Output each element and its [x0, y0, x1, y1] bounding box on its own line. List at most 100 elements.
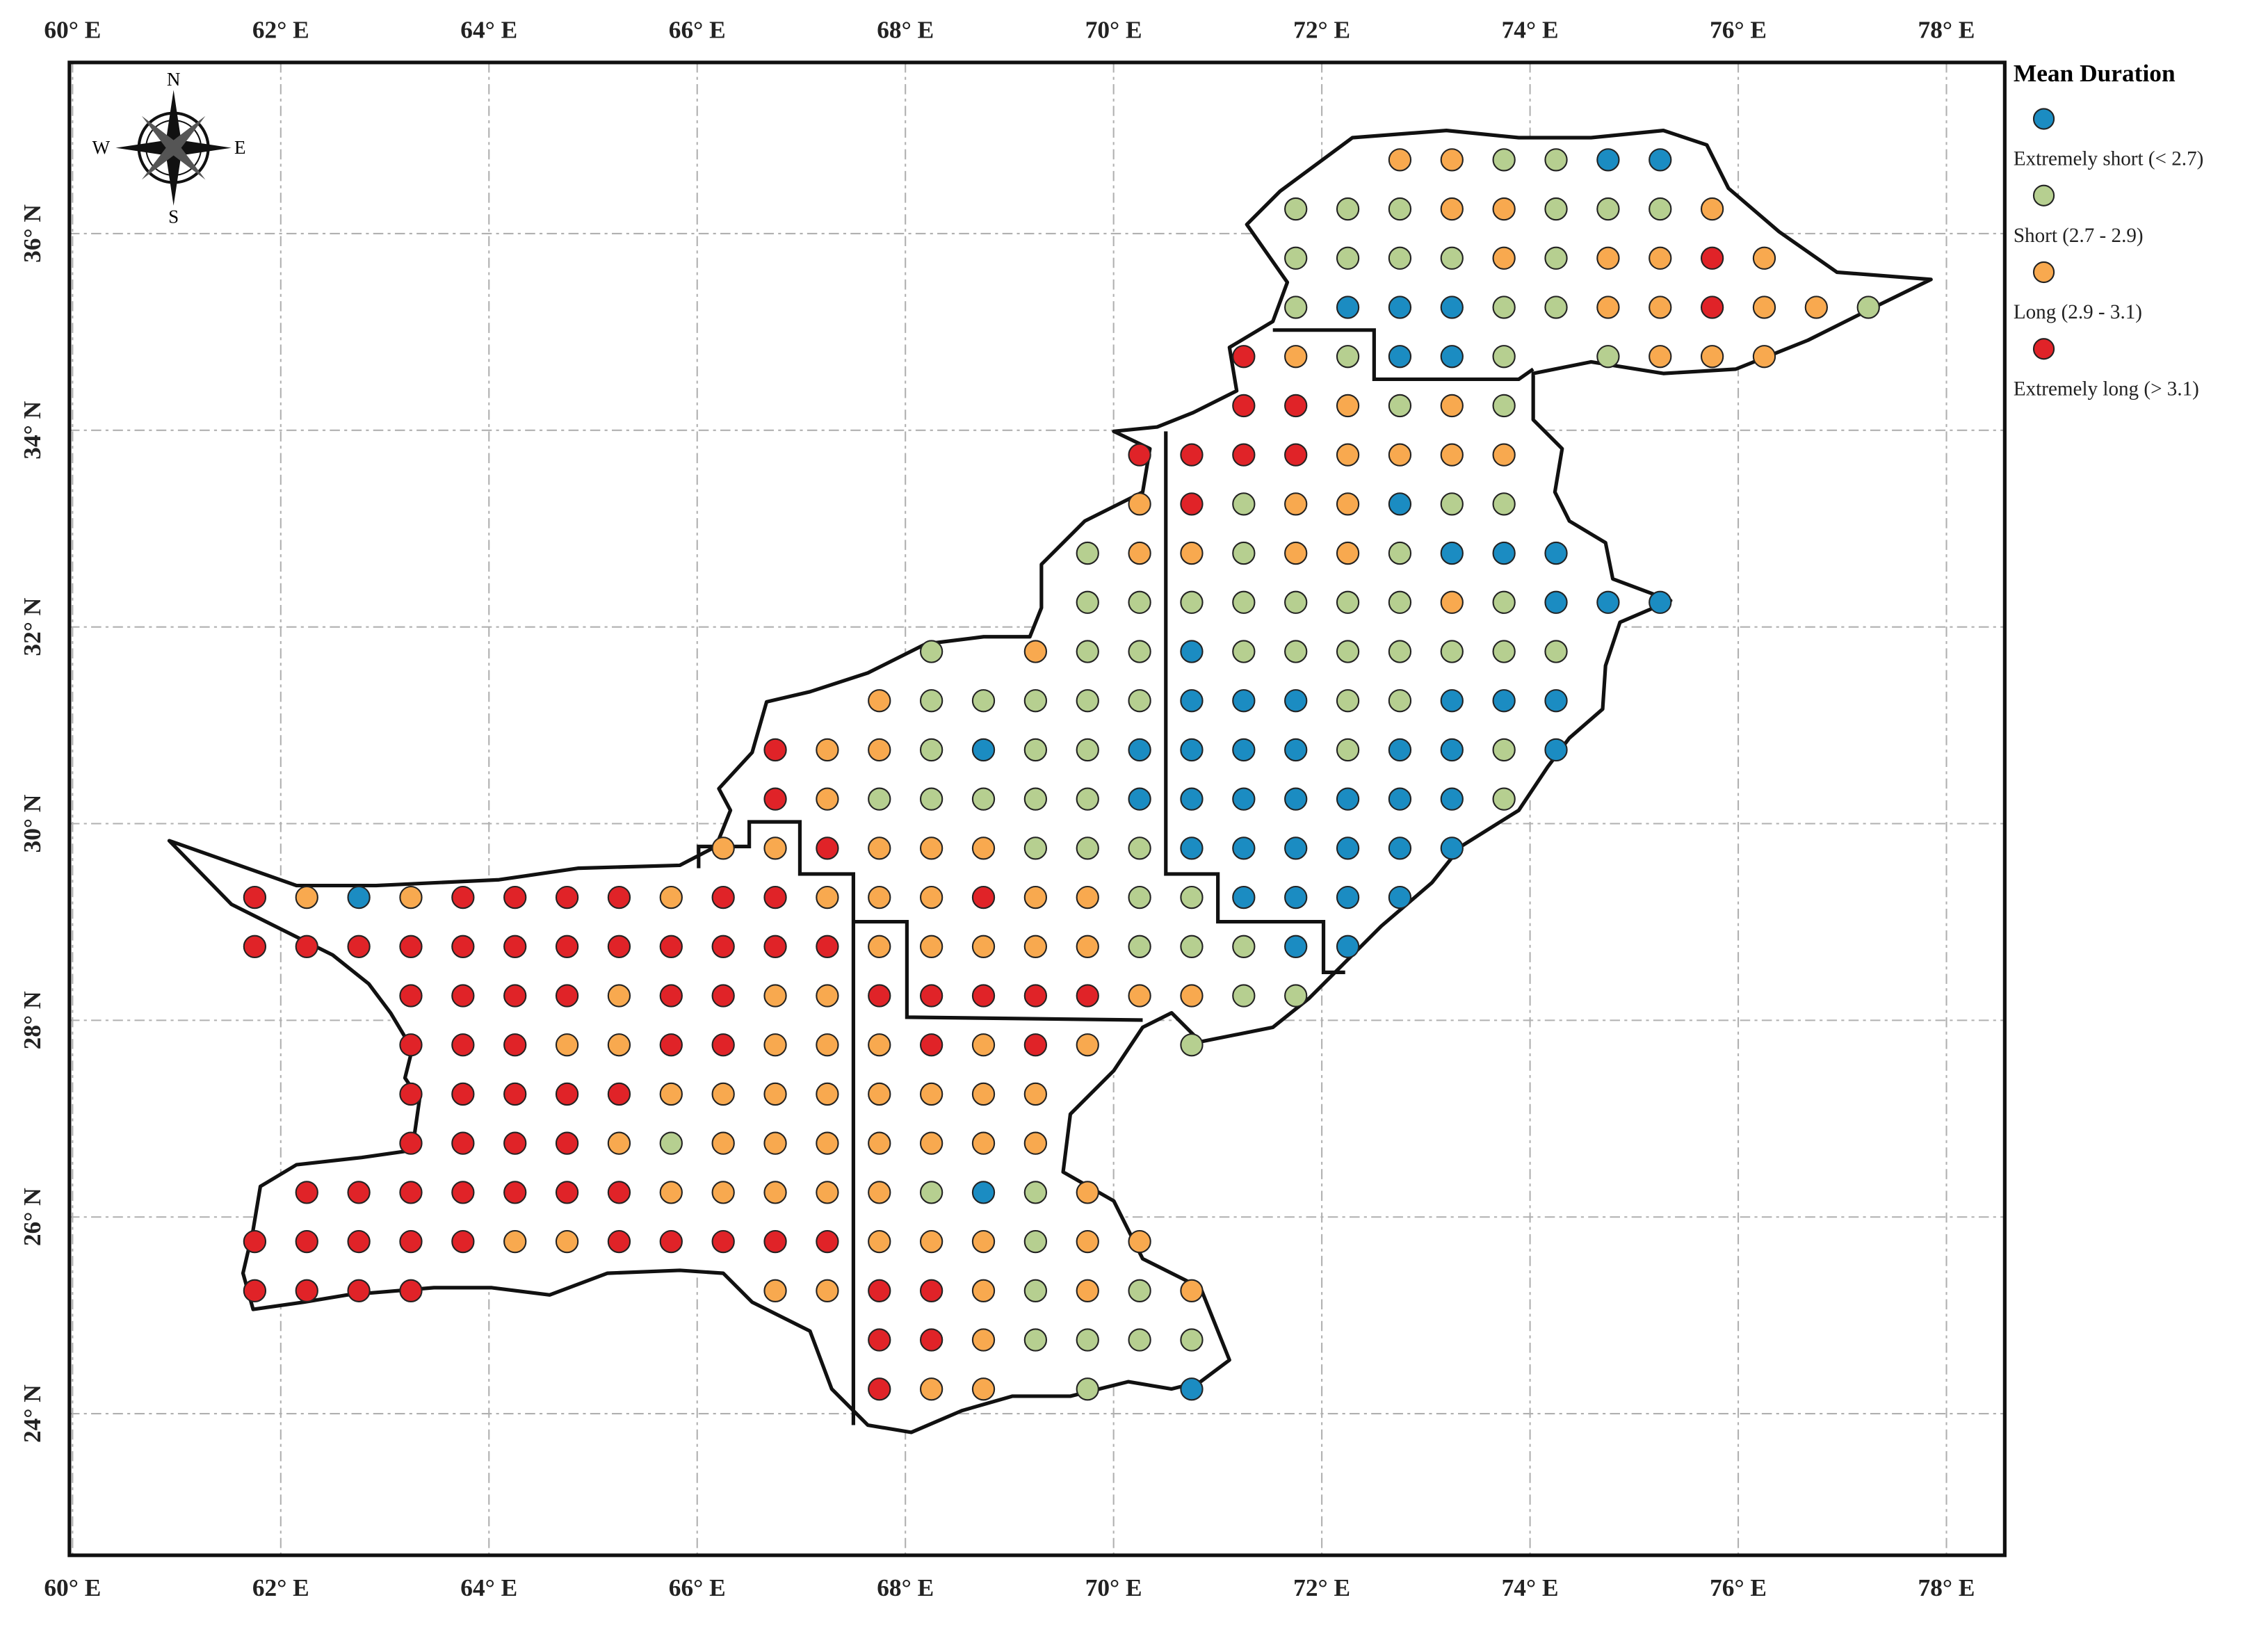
grid-point	[1388, 394, 1412, 418]
y-tick-label: 30° N	[18, 794, 46, 852]
dots	[243, 148, 1880, 1401]
x-tick-label: 66° E	[669, 1574, 726, 1601]
grid-point	[711, 885, 735, 909]
grid-point	[1076, 1229, 1099, 1254]
grid-point	[763, 1181, 787, 1204]
grid-point	[347, 1229, 371, 1254]
grid-point	[451, 984, 475, 1008]
grid-point	[1544, 590, 1568, 614]
grid-point	[1388, 590, 1412, 614]
grid-point	[971, 1082, 996, 1106]
grid-point	[919, 984, 943, 1008]
grid-point	[607, 1229, 631, 1254]
grid-point	[243, 885, 267, 909]
x-tick-label: 62° E	[252, 1574, 309, 1601]
grid-point	[1076, 1328, 1099, 1352]
x-tick-label: 62° E	[252, 15, 309, 43]
grid-point	[816, 836, 839, 860]
grid-point	[919, 1131, 943, 1155]
grid-point	[919, 1328, 943, 1352]
grid-point	[919, 836, 943, 860]
grid-point	[971, 1279, 996, 1302]
grid-point	[971, 1229, 996, 1254]
grid-point	[1076, 1377, 1099, 1401]
compass-rose: N E S W	[92, 69, 246, 227]
grid-point	[1544, 541, 1568, 565]
grid-point	[1232, 443, 1256, 467]
x-tick-label: 66° E	[669, 15, 726, 43]
grid-point	[295, 1279, 318, 1302]
grid-point	[1752, 345, 1776, 369]
grid-point	[1076, 640, 1099, 663]
grid-point	[1388, 345, 1412, 369]
grid-point	[1440, 296, 1464, 319]
grid-point	[1076, 885, 1099, 909]
grid-point	[1388, 885, 1412, 909]
grid-point	[1232, 590, 1256, 614]
grid-point	[763, 738, 787, 762]
grid-point	[1076, 1033, 1099, 1057]
grid-point	[1388, 640, 1412, 663]
grid-point	[763, 885, 787, 909]
grid-point	[1076, 1279, 1099, 1302]
grid-point	[451, 935, 475, 958]
grid-point	[868, 1131, 891, 1155]
grid-point	[1388, 246, 1412, 270]
grid-point	[399, 1279, 423, 1302]
x-tick-label: 60° E	[44, 15, 101, 43]
grid-point	[1284, 689, 1308, 713]
grid-point	[1023, 1279, 1048, 1302]
grid-point	[919, 1033, 943, 1057]
grid-point	[1232, 836, 1256, 860]
grid-point	[607, 984, 631, 1008]
grid-point	[971, 1181, 996, 1204]
grid-point	[1128, 738, 1151, 762]
grid-point	[1076, 787, 1099, 811]
grid-point	[816, 1131, 839, 1155]
grid-point	[659, 1033, 683, 1057]
map-frame	[67, 60, 2007, 1558]
grid-point	[1336, 394, 1360, 418]
grid-point	[503, 1131, 527, 1155]
grid-point	[1649, 148, 1672, 172]
grid-point	[1388, 148, 1412, 172]
grid-point	[1232, 787, 1256, 811]
grid-point	[607, 935, 631, 958]
grid-point	[555, 935, 579, 958]
grid-point	[1023, 1229, 1048, 1254]
grid-point	[1180, 541, 1204, 565]
legend-label: Short (2.7 - 2.9)	[2014, 225, 2144, 247]
grid-point	[1596, 296, 1620, 319]
y-tick-label: 24° N	[18, 1384, 46, 1443]
grid-point	[1180, 492, 1204, 516]
grid-point	[1700, 296, 1724, 319]
grid-point	[1544, 738, 1568, 762]
grid-point	[1128, 1328, 1151, 1352]
grid-point	[919, 689, 943, 713]
grid-point	[1180, 443, 1204, 467]
grid-point	[971, 984, 996, 1008]
grid-point	[1700, 197, 1724, 221]
grid-point	[347, 1279, 371, 1302]
grid-point	[295, 1181, 318, 1204]
grid-point	[868, 935, 891, 958]
grid-point	[659, 1229, 683, 1254]
grid-point	[503, 885, 527, 909]
legend: Extremely short (< 2.7) Short (2.7 - 2.9)…	[2014, 108, 2203, 400]
grid-point	[1023, 689, 1048, 713]
grid-point	[243, 1229, 267, 1254]
grid-point	[1492, 148, 1516, 172]
grid-point	[1388, 836, 1412, 860]
grid-point	[1232, 984, 1256, 1008]
grid-point	[1336, 197, 1360, 221]
y-tick-label: 34° N	[18, 401, 46, 459]
grid-point	[503, 935, 527, 958]
y-tick-label: 36° N	[18, 204, 46, 263]
legend-label: Extremely long (> 3.1)	[2014, 378, 2199, 400]
grid-point	[1440, 394, 1464, 418]
legend-title: Mean Duration	[2014, 59, 2176, 87]
grid-point	[347, 935, 371, 958]
grid-point	[1076, 689, 1099, 713]
grid-point	[1128, 541, 1151, 565]
